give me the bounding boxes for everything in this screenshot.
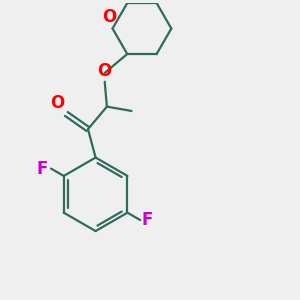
Text: O: O: [103, 8, 117, 26]
Text: O: O: [98, 62, 112, 80]
Text: F: F: [142, 211, 153, 229]
Text: O: O: [51, 94, 65, 112]
Text: F: F: [36, 160, 47, 178]
